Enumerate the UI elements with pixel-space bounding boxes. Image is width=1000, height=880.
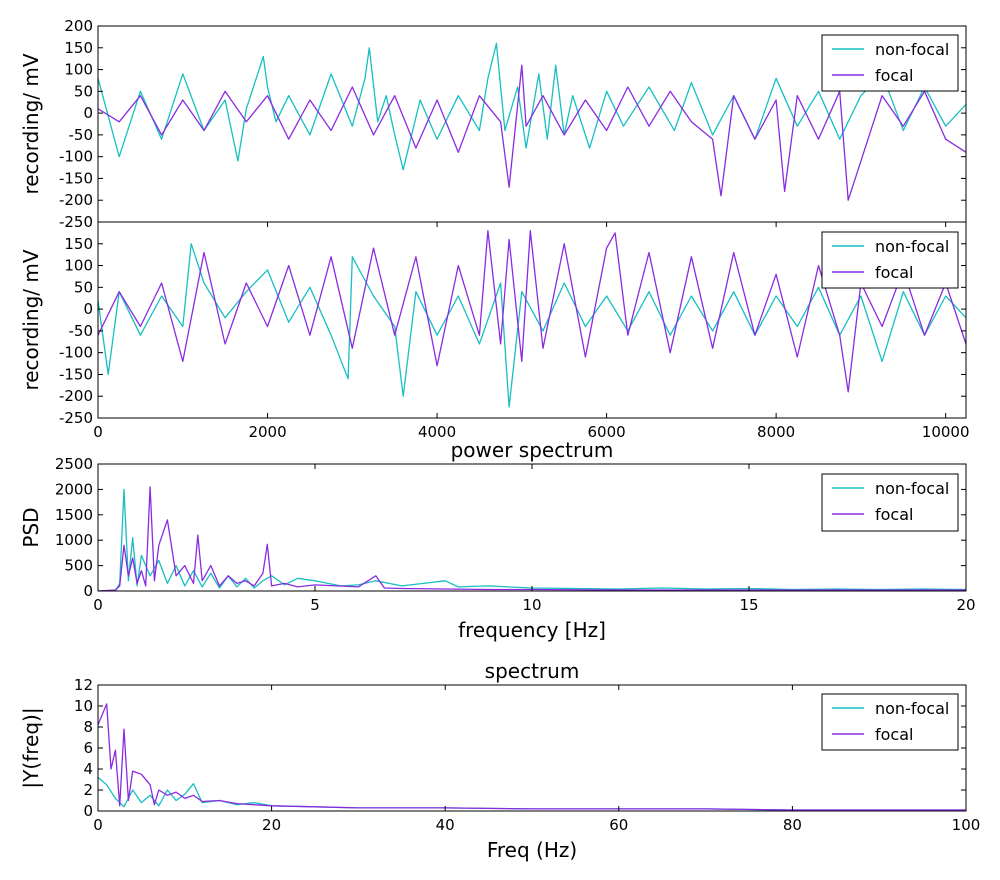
legend-box [821,473,959,532]
panel-2: -250 -200 -150 -100 -50 0 50 100 150 0 2000 4000 600… [19,221,970,441]
y-tick-label: 500 [64,557,93,575]
y-tick-label: 0 [83,104,93,122]
y-tick-label: -250 [59,213,93,231]
series-line-focal [98,703,966,811]
y-tick-label: 6 [83,739,93,757]
y-tick-label: 50 [74,82,93,100]
y-tick-label: -250 [59,409,93,427]
y-tick-label: 150 [64,235,93,253]
series-line-focal [98,486,966,591]
y-tick-label: 0 [83,802,93,820]
x-tick-label: 20 [956,596,975,614]
y-tick-label: 2000 [55,480,93,498]
series-line-non-focal [98,776,966,811]
series-line-non-focal [98,42,966,171]
legend: non-focal focal [821,231,959,289]
y-tick-label: -200 [59,387,93,405]
x-tick-label: 20 [262,816,281,834]
x-tick-label: 0 [93,596,103,614]
y-tick-label: -50 [69,322,94,340]
y-tick-label: 1500 [55,506,93,524]
x-axis-label: frequency [Hz] [458,618,606,642]
x-tick-label: 4000 [418,423,456,441]
y-tick-label: 100 [64,257,93,275]
x-tick-label: 0 [93,816,103,834]
legend: non-focal focal [821,473,959,532]
x-tick-label: 2000 [248,423,286,441]
legend-label-non-focal: non-focal [875,237,949,256]
legend-label-non-focal: non-focal [875,699,949,718]
series-line-focal [98,230,966,393]
x-tick-label: 8000 [757,423,795,441]
panel-3: 0 500 1000 1500 2000 2500 0 5 10 15 20 PSD frequency… [19,438,976,642]
y-tick-label: 2500 [55,455,93,473]
legend-box [821,231,959,289]
x-tick-label: 60 [609,816,628,834]
series-line-non-focal [98,488,966,591]
x-tick-label: 10 [522,596,541,614]
legend-box [821,34,959,92]
y-tick-label: -150 [59,169,93,187]
legend-label-focal: focal [875,66,913,85]
series-line-focal [98,64,966,201]
y-tick-label: 100 [64,61,93,79]
y-tick-label: 4 [83,760,93,778]
legend: non-focal focal [821,34,959,92]
panel-title: spectrum [485,659,580,683]
y-tick-label: -150 [59,365,93,383]
x-tick-label: 40 [436,816,455,834]
axes-frame [97,221,967,419]
y-tick-label: -200 [59,191,93,209]
x-tick-label: 100 [952,816,981,834]
y-tick-label: 8 [83,718,93,736]
x-tick-label: 80 [783,816,802,834]
series-line-non-focal [98,243,966,408]
y-tick-label: 0 [83,300,93,318]
legend-box [821,693,959,751]
y-tick-label: -100 [59,344,93,362]
x-axis-label: Freq (Hz) [487,838,577,862]
legend-label-non-focal: non-focal [875,40,949,59]
y-tick-label: 12 [74,676,93,694]
y-axis-label: |Y(freq)| [19,707,43,788]
x-tick-label: 5 [310,596,320,614]
y-tick-label: 200 [64,17,93,35]
x-tick-label: 10000 [922,423,970,441]
x-tick-label: 6000 [588,423,626,441]
panel-1: -250 -200 -150 -100 -50 0 50 100 150 200 recording… [19,17,967,231]
legend-label-non-focal: non-focal [875,479,949,498]
panel-title: power spectrum [451,438,614,462]
y-tick-label: 150 [64,39,93,57]
x-tick-label: 0 [93,423,103,441]
y-tick-label: 1000 [55,531,93,549]
y-axis-label: recording/ mV [19,249,43,390]
y-tick-label: 0 [83,582,93,600]
y-tick-label: 50 [74,278,93,296]
legend-label-focal: focal [875,263,913,282]
legend-label-focal: focal [875,725,913,744]
y-tick-label: -100 [59,148,93,166]
y-tick-label: 10 [74,697,93,715]
y-tick-label: 2 [83,781,93,799]
legend-label-focal: focal [875,505,913,524]
y-tick-label: -50 [69,126,94,144]
y-axis-label: recording/ mV [19,53,43,194]
x-tick-label: 15 [739,596,758,614]
y-axis-label: PSD [19,507,43,547]
legend: non-focal focal [821,693,959,751]
